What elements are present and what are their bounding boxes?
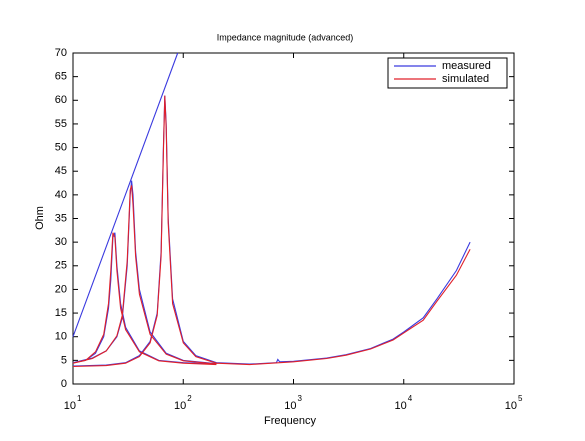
y-axis-label: Ohm xyxy=(34,206,46,230)
y-tick-label: 35 xyxy=(55,212,67,224)
y-tick-label: 70 xyxy=(55,47,67,59)
series-line xyxy=(72,95,471,368)
y-tick-label: 25 xyxy=(55,260,67,272)
y-tick-label: 0 xyxy=(61,378,67,390)
chart-title: Impedance magnitude (advanced) xyxy=(217,32,354,42)
y-tick-label: 10 xyxy=(55,331,67,343)
y-tick-label: 20 xyxy=(55,283,67,295)
plot-frame xyxy=(72,52,515,385)
x-tick-label: 10 xyxy=(174,400,186,412)
y-tick-label: 60 xyxy=(55,94,67,106)
x-tick-exponent: 1 xyxy=(77,394,82,403)
y-tick-label: 30 xyxy=(55,236,67,248)
series-line xyxy=(72,52,471,367)
y-tick-label: 65 xyxy=(55,71,67,83)
y-tick-label: 5 xyxy=(61,354,67,366)
x-axis-label: Frequency xyxy=(264,415,316,427)
x-tick-exponent: 4 xyxy=(408,394,413,403)
x-tick-label: 10 xyxy=(505,400,517,412)
legend-box xyxy=(387,57,508,89)
y-tick-label: 40 xyxy=(55,189,67,201)
y-tick-label: 50 xyxy=(55,141,67,153)
x-tick-exponent: 2 xyxy=(187,394,192,403)
legend-label: simulated xyxy=(442,73,489,85)
legend-label: measured xyxy=(442,60,491,72)
y-tick-label: 45 xyxy=(55,165,67,177)
x-tick-label: 10 xyxy=(64,400,76,412)
x-tick-label: 10 xyxy=(284,400,296,412)
y-tick-label: 55 xyxy=(55,118,67,130)
x-tick-exponent: 3 xyxy=(298,394,303,403)
x-tick-exponent: 5 xyxy=(518,394,523,403)
y-tick-label: 15 xyxy=(55,307,67,319)
x-tick-label: 10 xyxy=(395,400,407,412)
